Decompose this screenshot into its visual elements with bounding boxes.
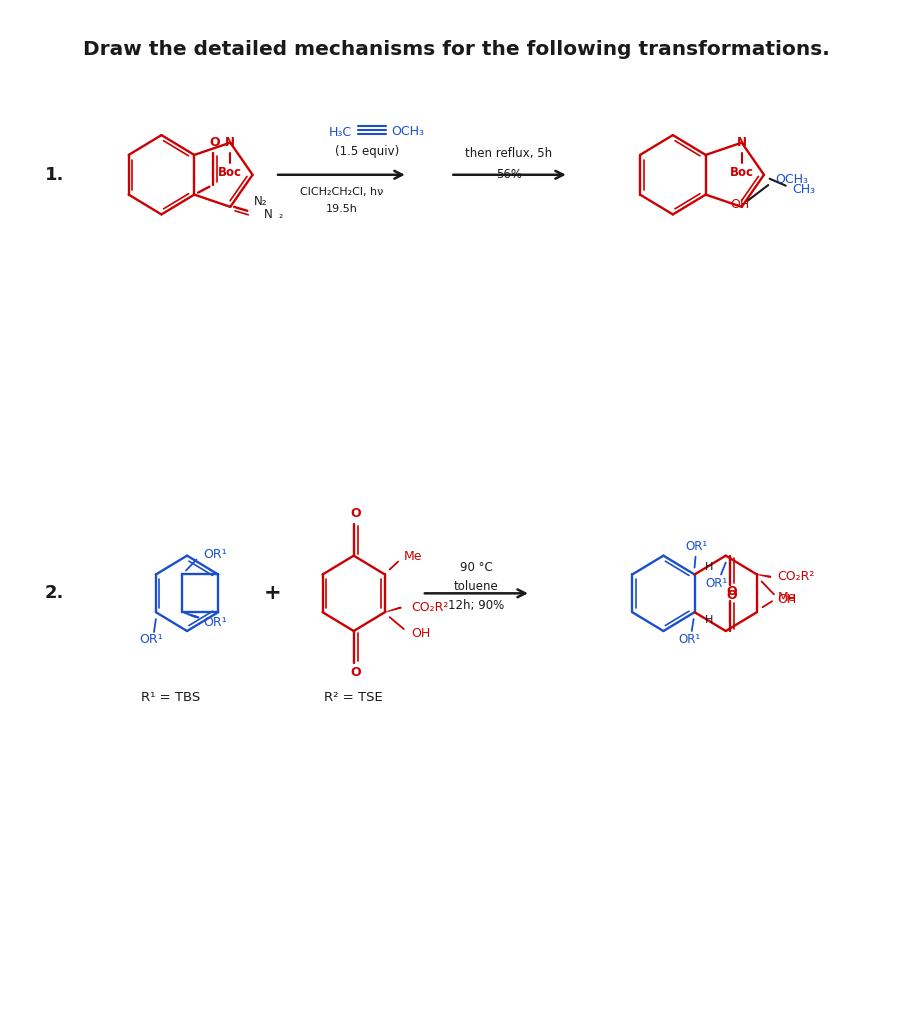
Text: OR¹: OR¹ bbox=[678, 634, 701, 646]
Text: N: N bbox=[263, 208, 272, 221]
Text: N₂: N₂ bbox=[254, 195, 267, 208]
Text: OCH₃: OCH₃ bbox=[774, 173, 807, 185]
Text: OR¹: OR¹ bbox=[203, 548, 227, 561]
Text: OH: OH bbox=[411, 628, 430, 640]
Text: O: O bbox=[726, 585, 736, 598]
Text: Me: Me bbox=[404, 550, 422, 563]
Text: N: N bbox=[736, 136, 746, 150]
Text: (1.5 equiv): (1.5 equiv) bbox=[334, 145, 399, 159]
Text: 56%: 56% bbox=[496, 168, 521, 181]
Text: R² = TSE: R² = TSE bbox=[324, 691, 383, 703]
Text: OCH₃: OCH₃ bbox=[391, 125, 425, 137]
Text: O: O bbox=[210, 135, 220, 148]
Text: OR¹: OR¹ bbox=[704, 577, 727, 590]
Text: CH₃: CH₃ bbox=[792, 183, 814, 197]
Text: H: H bbox=[704, 615, 712, 625]
Text: Draw the detailed mechanisms for the following transformations.: Draw the detailed mechanisms for the fol… bbox=[83, 40, 828, 59]
Text: ClCH₂CH₂Cl, hν: ClCH₂CH₂Cl, hν bbox=[300, 186, 383, 197]
Text: +: + bbox=[263, 584, 281, 603]
Text: CO₂R²: CO₂R² bbox=[777, 570, 814, 583]
Text: 19.5h: 19.5h bbox=[325, 205, 357, 214]
Text: 90 °C: 90 °C bbox=[459, 561, 492, 574]
Text: Boc: Boc bbox=[218, 166, 242, 179]
Text: Boc: Boc bbox=[729, 166, 752, 179]
Text: O: O bbox=[350, 667, 361, 679]
Text: R¹ = TBS: R¹ = TBS bbox=[141, 691, 200, 703]
Text: O: O bbox=[726, 589, 736, 602]
Text: toluene: toluene bbox=[453, 580, 497, 593]
Text: OH: OH bbox=[777, 593, 796, 606]
Text: OR¹: OR¹ bbox=[684, 541, 707, 553]
Text: 2.: 2. bbox=[45, 585, 65, 602]
Text: ₂: ₂ bbox=[278, 210, 282, 220]
Text: N: N bbox=[225, 136, 235, 150]
Text: 12h; 90%: 12h; 90% bbox=[447, 599, 504, 611]
Text: Me: Me bbox=[777, 591, 795, 604]
Text: CO₂R²: CO₂R² bbox=[411, 601, 448, 613]
Text: O: O bbox=[350, 508, 361, 520]
Text: H: H bbox=[704, 561, 712, 571]
Text: then reflux, 5h: then reflux, 5h bbox=[465, 147, 552, 161]
Text: H₃C: H₃C bbox=[329, 126, 352, 138]
Text: OR¹: OR¹ bbox=[139, 634, 163, 646]
Text: 1.: 1. bbox=[45, 166, 65, 183]
Text: OR¹: OR¹ bbox=[203, 615, 227, 629]
Text: OH: OH bbox=[730, 198, 749, 211]
